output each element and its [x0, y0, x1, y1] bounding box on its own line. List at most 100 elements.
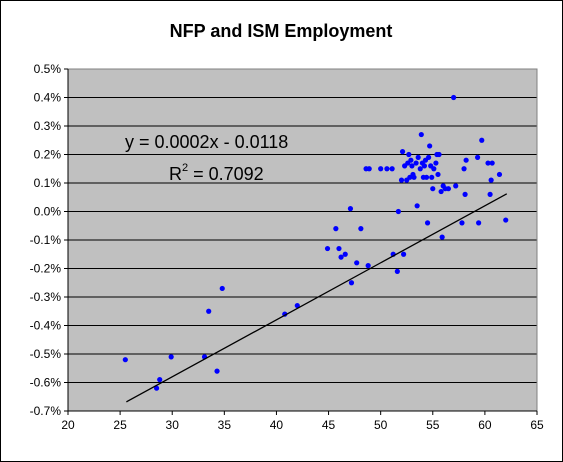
data-point — [378, 166, 384, 172]
data-point — [358, 226, 364, 232]
data-point — [426, 154, 432, 160]
data-point — [417, 166, 423, 172]
data-point — [461, 166, 467, 172]
y-tick-label: -0.5% — [30, 347, 62, 361]
r-squared-value: = 0.7092 — [188, 164, 264, 184]
data-point — [429, 174, 435, 180]
y-tick-label: -0.1% — [30, 233, 62, 247]
data-point — [413, 160, 419, 166]
x-tick-label: 45 — [322, 418, 336, 432]
data-point — [453, 183, 459, 189]
data-point — [415, 154, 421, 160]
x-tick-label: 30 — [166, 418, 180, 432]
y-tick-label: 0.1% — [34, 176, 62, 190]
data-point — [365, 263, 371, 269]
data-point — [439, 234, 445, 240]
data-point — [384, 166, 390, 172]
data-point — [485, 160, 491, 166]
r-squared-label: R2 = 0.7092 — [169, 162, 264, 184]
data-point — [168, 354, 174, 360]
chart-title: NFP and ISM Employment — [170, 21, 393, 41]
data-point — [394, 268, 400, 274]
y-tick-label: -0.6% — [30, 376, 62, 390]
y-tick-label: -0.7% — [30, 404, 62, 418]
y-tick-label: -0.4% — [30, 319, 62, 333]
x-tick-label: 25 — [113, 418, 127, 432]
x-tick-label: 60 — [478, 418, 492, 432]
data-point — [336, 245, 342, 252]
data-point — [206, 308, 212, 314]
data-point — [219, 285, 225, 292]
x-tick-label: 50 — [374, 418, 388, 432]
data-point — [421, 163, 428, 169]
data-point — [399, 149, 406, 155]
grid-lines — [68, 97, 537, 383]
data-point — [488, 177, 494, 183]
data-point — [214, 368, 220, 374]
data-point — [462, 191, 468, 197]
data-point — [423, 174, 430, 180]
x-tick-label: 65 — [530, 418, 544, 432]
r-squared-exponent: 2 — [182, 162, 188, 174]
y-tick-label: 0.0% — [34, 205, 62, 219]
data-point — [431, 166, 437, 172]
data-point — [324, 245, 331, 252]
y-tick-label: 0.4% — [34, 91, 62, 105]
x-tick-label: 35 — [218, 418, 232, 432]
data-point — [418, 131, 424, 138]
y-tick-label: 0.2% — [34, 148, 62, 162]
data-point — [348, 280, 355, 286]
data-point — [479, 137, 485, 143]
data-point — [157, 377, 163, 383]
data-point — [366, 166, 372, 172]
y-tick-label: 0.5% — [34, 62, 62, 76]
data-point — [408, 157, 414, 163]
data-point — [459, 220, 465, 226]
data-point — [400, 251, 407, 257]
y-tick-label: 0.3% — [34, 119, 62, 133]
data-point — [338, 254, 344, 260]
data-point — [436, 151, 442, 158]
x-tick-label: 20 — [61, 418, 75, 432]
data-point — [487, 191, 493, 197]
data-point — [496, 171, 503, 178]
data-point — [395, 208, 401, 215]
y-tick-label: -0.3% — [30, 290, 62, 304]
data-point — [294, 302, 300, 309]
data-point — [389, 166, 395, 172]
data-point — [122, 357, 128, 363]
data-point — [153, 385, 160, 391]
trendline — [126, 193, 508, 403]
data-point — [476, 220, 482, 226]
data-point — [414, 203, 420, 209]
data-point — [445, 186, 452, 192]
data-point — [342, 251, 348, 257]
data-point — [347, 206, 354, 212]
r-squared-prefix: R — [169, 164, 182, 184]
trendline-equation: y = 0.0002x - 0.0118 — [125, 132, 288, 152]
data-point — [433, 160, 439, 166]
y-axis-ticks: -0.7% -0.6% -0.5% -0.4% -0.3% -0.2% -0.1% 0.0% 0… — [30, 62, 68, 418]
data-point — [430, 186, 436, 192]
x-axis-ticks: 20 25 30 35 40 45 50 55 60 65 — [61, 411, 544, 432]
data-point — [451, 94, 457, 101]
data-point — [354, 260, 360, 266]
x-tick-label: 40 — [270, 418, 284, 432]
data-point — [463, 157, 469, 163]
x-tick-label: 55 — [426, 418, 440, 432]
data-point — [398, 177, 405, 183]
data-point — [489, 160, 495, 166]
y-tick-label: -0.2% — [30, 262, 62, 276]
data-point — [427, 143, 433, 149]
data-point — [503, 217, 509, 223]
data-point — [474, 154, 481, 160]
data-point — [411, 174, 417, 180]
data-point — [438, 188, 444, 195]
data-point — [333, 226, 339, 232]
data-points — [122, 94, 509, 391]
data-point — [406, 151, 412, 158]
data-point — [435, 171, 441, 178]
data-point — [409, 163, 415, 169]
